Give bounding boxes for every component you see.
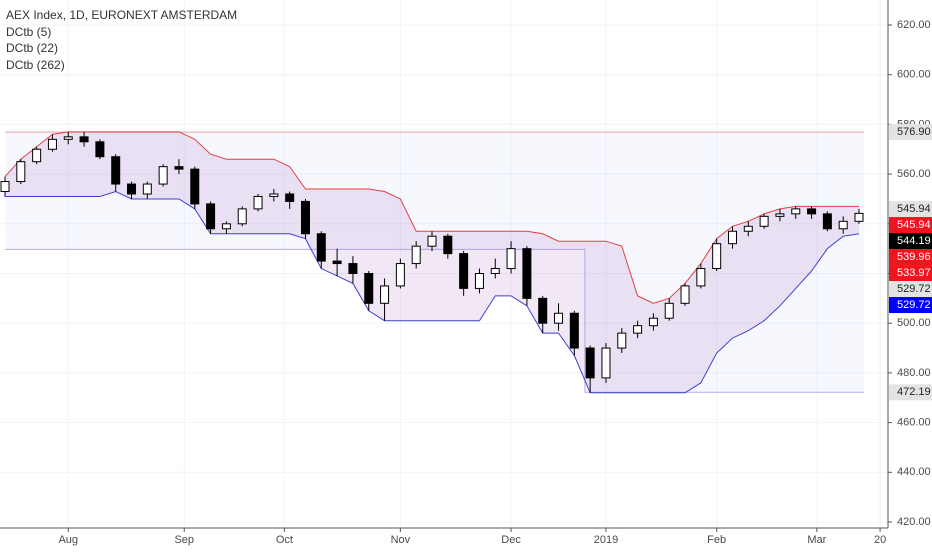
candle-body: [395, 263, 405, 287]
candle-body: [727, 230, 737, 245]
candle-body: [348, 263, 358, 274]
candle-body: [648, 317, 658, 327]
x-tick-label: Aug: [58, 534, 78, 546]
candle-body: [601, 347, 611, 379]
price-label-box: [889, 281, 932, 298]
dc262-lower: [5, 248, 865, 393]
y-tick-label: 480.00: [897, 367, 931, 379]
y-tick-label: 500.00: [897, 317, 931, 329]
candle-body: [32, 148, 42, 163]
price-label-box: [889, 249, 932, 266]
candle-body: [664, 302, 674, 319]
candle-body: [269, 193, 279, 197]
price-label: 544.19: [897, 235, 931, 247]
candle-body: [111, 156, 121, 185]
candle-body: [791, 208, 801, 215]
candle-body: [759, 215, 769, 227]
candle-body: [807, 208, 817, 215]
y-tick-label: 460.00: [897, 417, 931, 429]
price-label-box: [889, 265, 932, 282]
candle-body: [443, 235, 453, 255]
legend-entry: DCtb (262): [6, 58, 65, 72]
candle-body: [680, 285, 690, 304]
price-label-box: [889, 217, 932, 234]
candle-body: [411, 245, 421, 265]
dc262-band: [5, 132, 865, 393]
candle-body: [459, 253, 469, 289]
y-tick-label: 560.00: [897, 168, 931, 180]
candle-body: [822, 213, 832, 230]
candle-body: [79, 136, 89, 143]
x-tick-label: Mar: [807, 534, 826, 546]
dc22-band: [5, 131, 860, 393]
candle-body: [142, 183, 152, 195]
candle-body: [554, 312, 564, 324]
price-label-box: [889, 233, 932, 250]
price-label-box: [889, 384, 932, 401]
y-tick-label: 620.00: [897, 19, 931, 31]
price-label: 472.19: [897, 386, 931, 398]
candle-body: [775, 213, 785, 217]
candle-body: [0, 181, 10, 192]
candle-body: [633, 325, 643, 334]
candle-body: [237, 208, 247, 225]
candle-body: [285, 193, 295, 202]
candle-body: [332, 260, 342, 265]
candle-body: [127, 183, 137, 195]
price-label: 576.90: [897, 126, 931, 138]
candle-body: [16, 161, 26, 183]
y-tick-label: 600.00: [897, 69, 931, 81]
candle-body: [506, 248, 516, 270]
x-tick-label: 20: [874, 534, 886, 546]
price-label-box: [889, 297, 932, 314]
price-label-box: [889, 124, 932, 141]
candle-body: [380, 285, 390, 304]
legend-entry: DCtb (22): [6, 41, 58, 55]
x-tick-label: Dec: [501, 534, 521, 546]
candle-body: [174, 166, 184, 170]
candle-body: [316, 233, 326, 262]
x-tick-label: Oct: [276, 534, 293, 546]
chart-title: AEX Index, 1D, EURONEXT AMSTERDAM: [6, 8, 237, 22]
candle-body: [490, 268, 500, 274]
candle-body: [854, 212, 864, 222]
legend-entry: DCtb (5): [6, 25, 51, 39]
candle-body: [300, 200, 310, 235]
candle-body: [427, 235, 437, 247]
price-label: 545.94: [897, 203, 931, 215]
candle-body: [838, 220, 848, 230]
candle-body: [712, 243, 722, 270]
candle-body: [158, 166, 168, 185]
price-label: 539.96: [897, 251, 931, 263]
candle-body: [364, 273, 374, 304]
candle-body: [253, 195, 263, 210]
price-label-box: [889, 201, 932, 218]
candle-body: [522, 248, 532, 299]
candle-body: [474, 273, 484, 289]
candle-body: [206, 203, 216, 230]
candle-body: [538, 297, 548, 324]
x-tick-label: Sep: [174, 534, 194, 546]
candle-body: [221, 223, 231, 230]
y-tick-label: 440.00: [897, 466, 931, 478]
candle-body: [585, 347, 595, 379]
candle-body: [63, 136, 73, 140]
candle-body: [569, 312, 579, 349]
price-label: 529.72: [897, 283, 931, 295]
candle-body: [743, 225, 753, 232]
x-tick-label: Nov: [391, 534, 411, 546]
price-label: 529.72: [897, 299, 931, 311]
candle-body: [47, 138, 57, 150]
price-label: 545.94: [897, 219, 931, 231]
candle-body: [95, 141, 105, 158]
candle-body: [696, 268, 706, 287]
price-label: 533.97: [897, 267, 931, 279]
x-tick-label: Feb: [707, 534, 726, 546]
x-tick-label: 2019: [594, 534, 618, 546]
candle-body: [617, 332, 627, 349]
y-tick-label: 420.00: [897, 516, 931, 528]
candle-body: [190, 168, 200, 205]
